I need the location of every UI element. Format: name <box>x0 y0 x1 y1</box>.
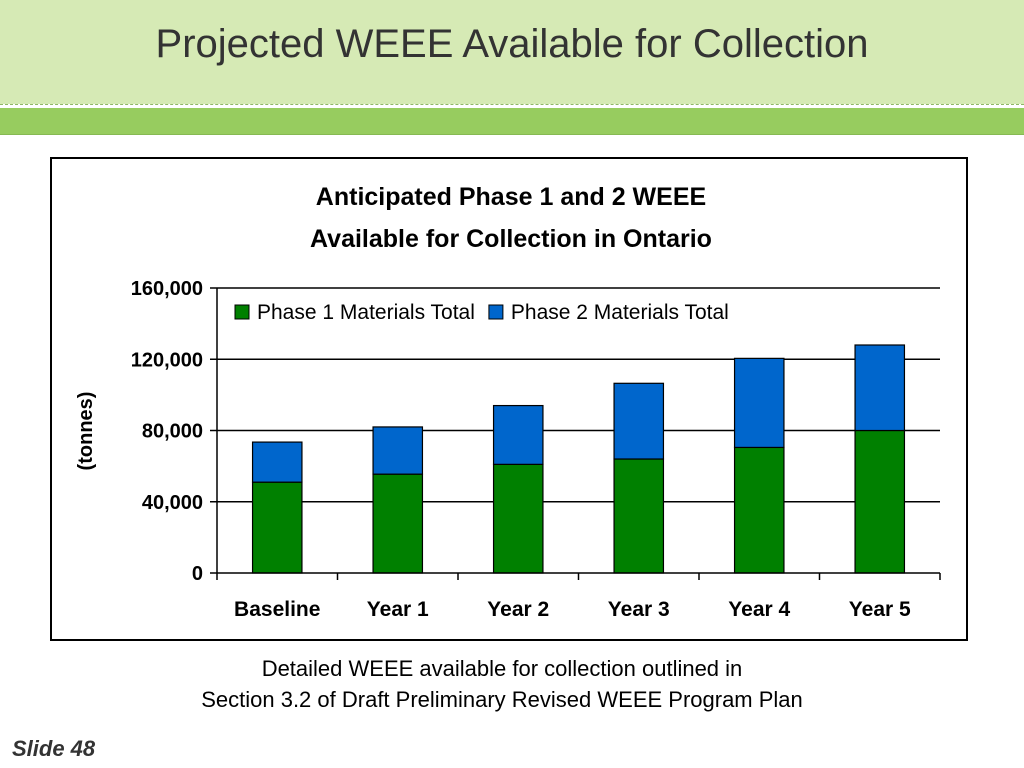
y-tick-label: 120,000 <box>131 349 203 371</box>
slide-number: Slide 48 <box>12 736 96 761</box>
legend-swatch-phase1 <box>234 304 250 320</box>
legend-swatch-phase2 <box>488 304 504 320</box>
note-line-2: Section 3.2 of Draft Preliminary Revised… <box>201 687 803 712</box>
bar-phase2 <box>372 426 424 475</box>
accent-bar <box>0 108 1024 135</box>
title-band <box>0 0 1024 104</box>
legend-label-phase1: Phase 1 Materials Total <box>257 301 475 324</box>
stacked-bar-chart: Anticipated Phase 1 and 2 WEEE Available… <box>75 183 941 621</box>
bar-phase1 <box>372 473 424 574</box>
bar-phase2 <box>613 382 665 460</box>
bar-phase1 <box>251 481 303 574</box>
x-tick-label: Year 3 <box>608 598 670 621</box>
bar-phase2 <box>733 357 785 449</box>
x-tick-label: Year 4 <box>728 598 790 621</box>
bar-phase1 <box>492 463 544 574</box>
chart-title-line1: Anticipated Phase 1 and 2 WEEE <box>316 183 706 211</box>
title-divider <box>0 104 1024 105</box>
x-tick-label: Year 2 <box>487 598 549 621</box>
x-tick-label: Baseline <box>234 598 320 621</box>
bar-phase2 <box>492 404 544 465</box>
y-axis-label: (tonnes) <box>75 392 97 471</box>
bar-phase1 <box>854 429 906 574</box>
chart-title-line2: Available for Collection in Ontario <box>310 225 712 253</box>
bar-phase1 <box>733 446 785 574</box>
bar-phase2 <box>251 441 303 483</box>
chart-frame: Anticipated Phase 1 and 2 WEEE Available… <box>50 157 968 641</box>
y-tick-label: 40,000 <box>142 492 203 514</box>
slide-title: Projected WEEE Available for Collection <box>155 22 869 66</box>
bar-phase2 <box>854 344 906 432</box>
y-tick-label: 160,000 <box>131 278 203 300</box>
y-tick-label: 80,000 <box>142 421 203 443</box>
x-tick-label: Year 5 <box>849 598 911 621</box>
note-line-1: Detailed WEEE available for collection o… <box>261 656 743 681</box>
bar-phase1 <box>613 458 665 574</box>
x-tick-label: Year 1 <box>367 598 429 621</box>
y-tick-label: 0 <box>192 563 203 585</box>
legend-label-phase2: Phase 2 Materials Total <box>511 301 729 324</box>
